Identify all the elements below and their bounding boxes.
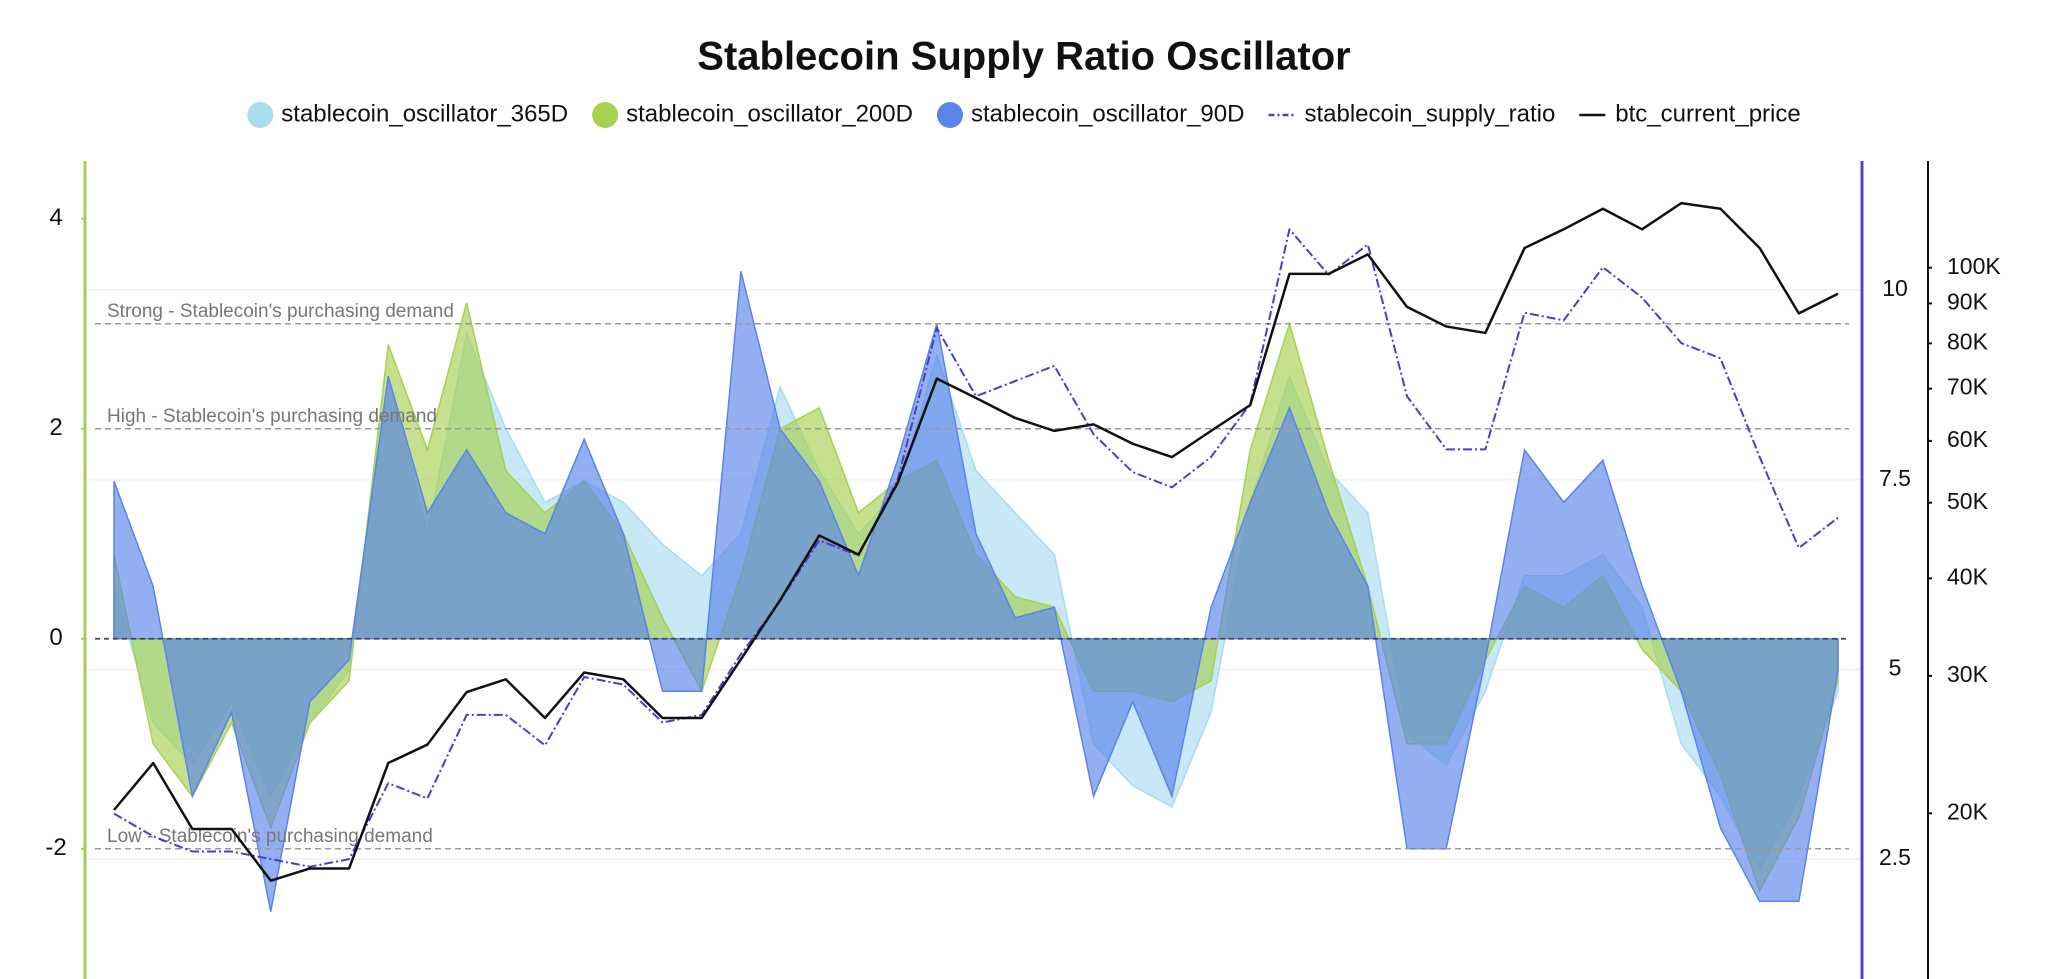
line-series xyxy=(113,228,1839,868)
y3-tick-label: 100K xyxy=(1947,253,2001,279)
y3-tick-label: 90K xyxy=(1947,289,1989,315)
legend-label: stablecoin_oscillator_200D xyxy=(626,100,913,127)
y3-tick-label: 60K xyxy=(1947,426,1989,452)
y3-tick-label: 70K xyxy=(1947,374,1989,400)
area-series xyxy=(113,271,1839,912)
y3-tick-label: 80K xyxy=(1947,328,1989,354)
y3-tick-label: 50K xyxy=(1947,488,1989,514)
y2-tick-label: 5 xyxy=(1889,654,1902,680)
chart-title: Stablecoin Supply Ratio Oscillator xyxy=(697,35,1350,79)
reference-label: Strong - Stablecoin's purchasing demand xyxy=(107,301,454,322)
y2-tick-label: 7.5 xyxy=(1879,465,1911,491)
line-series xyxy=(113,201,1839,882)
y2-tick-label: 10 xyxy=(1882,275,1908,301)
legend-label: stablecoin_supply_ratio xyxy=(1304,100,1555,127)
legend-swatch xyxy=(936,102,963,128)
y3-tick-label: 40K xyxy=(1947,563,1989,589)
y-tick-label: 4 xyxy=(49,204,62,231)
y3-tick-label: 30K xyxy=(1947,661,1989,687)
reference-label: High - Stablecoin's purchasing demand xyxy=(107,406,437,427)
y2-tick-label: 2.5 xyxy=(1879,844,1911,870)
legend-label: btc_current_price xyxy=(1615,100,1800,127)
y-tick-label: 2 xyxy=(49,414,62,441)
reference-label: Low - Stablecoin's purchasing demand xyxy=(107,826,433,847)
legend-label: stablecoin_oscillator_365D xyxy=(281,100,568,127)
legend-swatch xyxy=(592,102,619,128)
y3-tick-label: 20K xyxy=(1947,798,1989,824)
y-tick-label: -2 xyxy=(45,834,66,861)
legend: stablecoin_oscillator_365D stablecoin_osc… xyxy=(247,100,1801,128)
y-tick-label: 0 xyxy=(49,624,62,651)
legend-swatch xyxy=(247,102,274,128)
legend-label: stablecoin_oscillator_90D xyxy=(971,100,1245,127)
